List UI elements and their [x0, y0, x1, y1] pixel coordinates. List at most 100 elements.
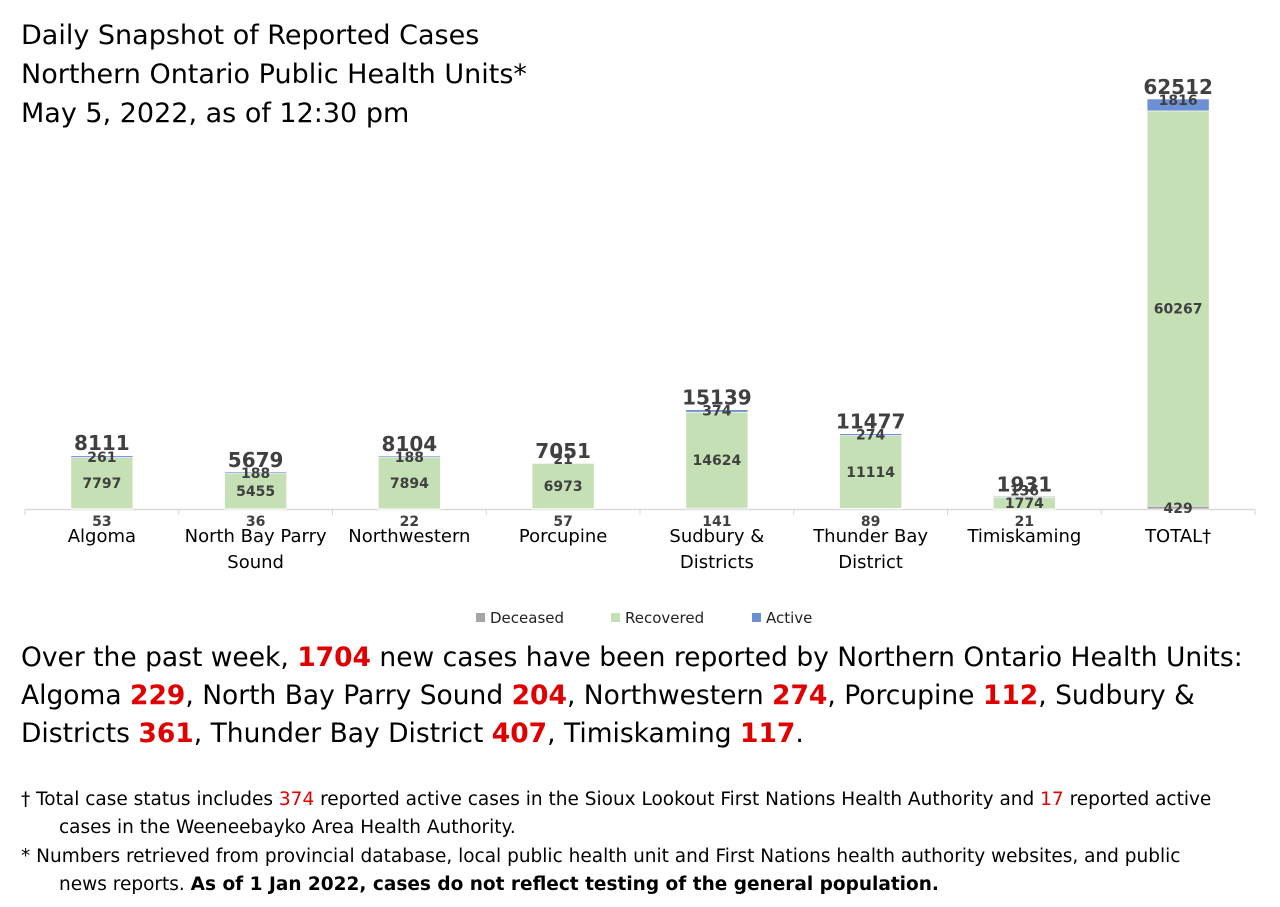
category-label: District	[838, 552, 903, 573]
bar-active-segment	[993, 496, 1056, 498]
summary-unit-name: Timiskaming	[563, 718, 741, 749]
legend-label: Recovered	[625, 609, 705, 627]
footnote-dagger-number-2: 17	[1040, 789, 1064, 810]
active-data-label: 1816	[1159, 93, 1198, 109]
footnote-dagger-text-b: reported active cases in the Sioux Looko…	[314, 789, 1041, 810]
summary-unit-name: Northwestern	[583, 680, 773, 711]
bar-active-segment	[531, 462, 595, 464]
summary-separator: ,	[193, 718, 211, 749]
summary-unit-name: Sudbury & Districts	[21, 680, 1195, 749]
category-label: Thunder Bay	[812, 526, 928, 547]
legend-swatch-active	[752, 613, 761, 622]
category-label: Districts	[680, 552, 754, 573]
deceased-data-label: 57	[553, 514, 572, 530]
summary-separator: .	[795, 718, 804, 749]
footnote-dagger-text-a: † Total case status includes	[21, 789, 279, 810]
active-data-label: 188	[241, 466, 270, 482]
recovered-data-label: 60267	[1154, 302, 1203, 318]
active-data-label: 21	[553, 452, 572, 468]
bar-active-segment	[1146, 98, 1210, 112]
recovered-data-label: 14624	[693, 453, 742, 469]
bar-active-segment	[378, 455, 441, 458]
chart-title: Daily Snapshot of Reported Cases Norther…	[21, 16, 527, 133]
recovered-data-label: 11114	[846, 465, 895, 481]
summary-unit-value: 361	[138, 718, 194, 749]
legend: Deceased Recovered Active	[0, 609, 1280, 629]
legend-item-deceased: Deceased	[476, 609, 564, 627]
summary-total-new-cases: 1704	[297, 642, 371, 673]
bar-active-segment	[70, 455, 134, 458]
total-data-label: 7051	[535, 439, 591, 463]
summary-unit-value: 204	[511, 680, 567, 711]
footnote-star-text-a: news reports.	[59, 874, 191, 895]
summary-unit-name: Thunder Bay District	[210, 718, 492, 749]
active-data-label: 188	[395, 450, 424, 466]
bar-active-segment	[839, 433, 902, 436]
bar-recovered-segment	[378, 456, 441, 510]
summary-unit-value: 112	[982, 680, 1039, 711]
bar-recovered-segment	[531, 462, 595, 509]
active-data-label: 274	[856, 428, 885, 444]
summary-unit-value: 117	[740, 718, 796, 749]
summary-unit-value: 274	[772, 680, 828, 711]
deceased-data-label: 89	[861, 514, 880, 530]
footnote-dagger-line-2: cases in the Weeneebayko Area Health Aut…	[59, 817, 516, 838]
legend-item-recovered: Recovered	[611, 609, 704, 627]
category-label: Porcupine	[519, 526, 607, 547]
total-data-label: 11477	[836, 410, 906, 434]
footnote-star-bold-text: As of 1 Jan 2022, cases do not reflect t…	[190, 874, 939, 895]
total-data-label: 5679	[228, 448, 284, 472]
bar-active-segment	[224, 471, 287, 474]
title-line-3: May 5, 2022, as of 12:30 pm	[21, 98, 410, 129]
deceased-data-label: 429	[1164, 501, 1193, 517]
bar-active-segment	[685, 409, 749, 413]
recovered-data-label: 1774	[1005, 496, 1044, 512]
category-label: Northwestern	[348, 526, 470, 547]
summary-separator: ,	[566, 680, 584, 711]
footnote-star-line-2: news reports. As of 1 Jan 2022, cases do…	[21, 871, 1271, 899]
recovered-data-label: 7894	[390, 476, 429, 492]
bar-recovered-segment	[1146, 110, 1210, 507]
footnote-star-line-1: * Numbers retrieved from provincial data…	[21, 846, 1181, 867]
legend-label: Deceased	[490, 609, 565, 627]
category-label: Timiskaming	[966, 526, 1081, 547]
weekly-summary: Over the past week, 1704 new cases have …	[21, 639, 1271, 753]
summary-text: new cases have been reported by Northern…	[371, 642, 1243, 673]
recovered-data-label: 6973	[544, 479, 583, 495]
title-line-1: Daily Snapshot of Reported Cases	[21, 20, 480, 51]
category-label: Sound	[227, 552, 284, 573]
summary-unit-value: 407	[491, 718, 548, 749]
summary-intro: Over the past week,	[21, 642, 298, 673]
summary-separator: ,	[185, 680, 203, 711]
recovered-data-label: 7797	[82, 476, 121, 492]
summary-unit-name: Algoma	[21, 680, 131, 711]
category-label: North Bay Parry	[185, 526, 327, 547]
summary-unit-name: Porcupine	[844, 680, 983, 711]
active-data-label: 136	[1010, 483, 1039, 499]
bar-recovered-segment	[685, 411, 749, 509]
legend-swatch-deceased	[476, 613, 485, 622]
bar-recovered-segment	[224, 472, 287, 510]
legend-item-active: Active	[752, 609, 812, 627]
summary-unit-name: North Bay Parry Sound	[202, 680, 512, 711]
active-data-label: 261	[87, 450, 116, 466]
deceased-data-label: 22	[400, 514, 419, 530]
category-label: Sudbury &	[669, 526, 764, 547]
category-label: TOTAL†	[1144, 526, 1211, 547]
bar-recovered-segment	[839, 435, 902, 509]
category-label: Algoma	[68, 526, 136, 547]
active-data-label: 374	[702, 404, 731, 420]
summary-separator: ,	[1038, 680, 1056, 711]
deceased-data-label: 21	[1015, 514, 1034, 530]
total-data-label: 15139	[682, 386, 752, 410]
footnote-dagger: † Total case status includes 374 reporte…	[21, 786, 1271, 842]
footnote-dagger-number-1: 374	[278, 789, 315, 810]
legend-swatch-recovered	[611, 613, 620, 622]
recovered-data-label: 5455	[236, 484, 275, 500]
summary-unit-value: 229	[130, 680, 186, 711]
deceased-data-label: 53	[92, 514, 111, 530]
deceased-data-label: 36	[246, 514, 265, 530]
legend-label: Active	[766, 609, 813, 627]
footnote-star: * Numbers retrieved from provincial data…	[21, 843, 1271, 899]
